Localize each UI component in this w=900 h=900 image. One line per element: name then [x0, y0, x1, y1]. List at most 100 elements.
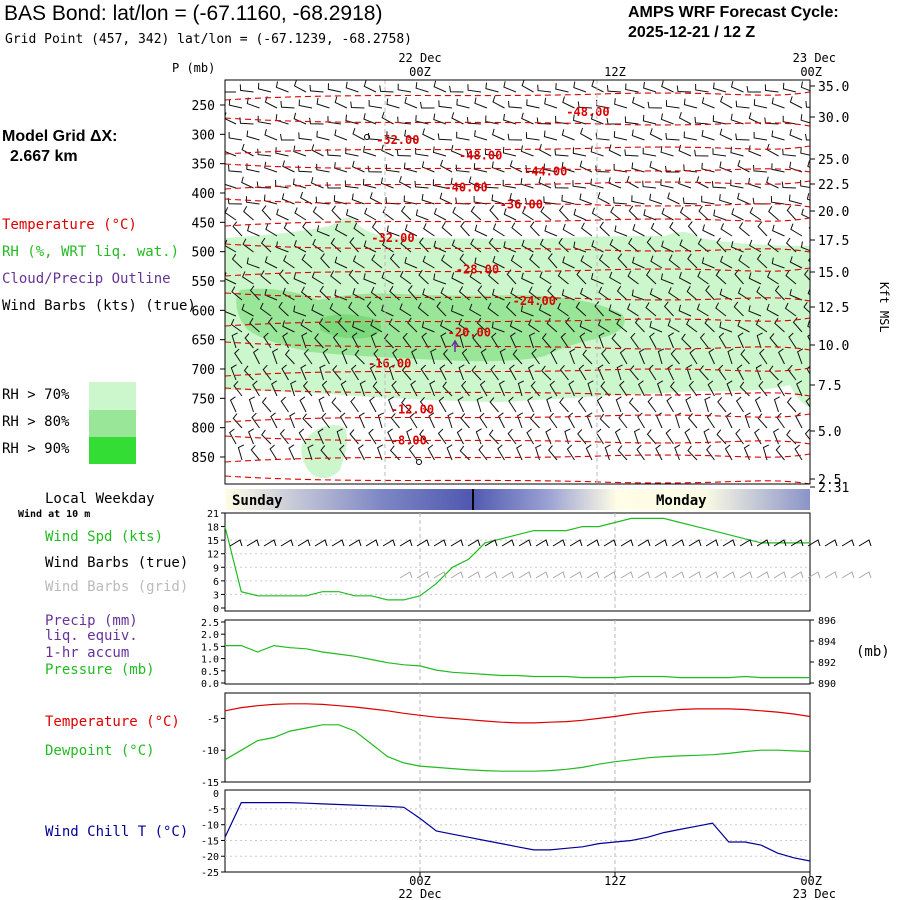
- grid-wind-barb: [705, 571, 719, 579]
- calm-marker: [364, 134, 370, 140]
- legend-precip-equiv: liq. equiv.: [45, 628, 138, 644]
- rh80-area: [236, 288, 625, 362]
- wind-barb: [785, 237, 797, 253]
- wind-barb: [749, 207, 762, 221]
- wind-barb: [572, 147, 587, 157]
- surface-wind-barb: [450, 539, 464, 547]
- wind-barb: [616, 364, 623, 381]
- wind-barb: [509, 160, 523, 173]
- temperature-contour: [225, 267, 810, 277]
- wind-barb: [422, 255, 435, 269]
- grid-wind-barb: [467, 571, 481, 579]
- cloud-precip-outline-mark: [451, 339, 459, 352]
- wind-barb: [432, 179, 447, 189]
- wind-barb: [660, 146, 674, 157]
- grid-wind-barb: [569, 571, 583, 579]
- wind-barb: [598, 286, 610, 301]
- surface-wind-barb: [841, 539, 855, 547]
- wind-barb: [762, 444, 770, 461]
- wind-barb: [636, 444, 645, 461]
- wind-barb: [415, 82, 429, 93]
- wind-barb: [460, 221, 470, 237]
- surface-wind-barb: [858, 539, 872, 547]
- wind-barb: [278, 301, 289, 317]
- wind-barb: [788, 332, 797, 349]
- kft-axis-label: Kft MSL: [877, 282, 891, 333]
- grid-wind-barb: [688, 571, 702, 579]
- wind-barb: [670, 349, 680, 365]
- page-title: BAS Bond: lat/lon = (-67.1160, -68.2918): [4, 2, 383, 25]
- wind-barb: [650, 255, 663, 269]
- wind-barb: [330, 270, 342, 285]
- wind-barb: [660, 273, 674, 285]
- surface-wind-barb: [263, 539, 277, 547]
- y-tick-label: 9: [213, 563, 219, 574]
- wind-barb: [587, 380, 594, 397]
- wind-barb: [719, 255, 733, 269]
- wind-barb: [665, 428, 674, 445]
- wind-barb: [547, 253, 558, 269]
- wind-barb: [786, 205, 797, 221]
- wind-barb: [502, 146, 517, 157]
- wind-barb: [757, 413, 768, 429]
- cycle-title: AMPS WRF Forecast Cycle:: [628, 4, 839, 21]
- wind-barb: [422, 128, 435, 141]
- wind-barb: [526, 428, 534, 445]
- wind-barb: [459, 445, 470, 461]
- wind-barb: [580, 222, 593, 237]
- legend-wind-spd: Wind Spd (kts): [45, 529, 164, 545]
- wind-barb: [307, 444, 314, 461]
- wind-barb: [550, 348, 558, 365]
- wind-barb: [706, 444, 715, 461]
- wind-barb: [351, 193, 365, 205]
- wind-barb: [265, 223, 278, 237]
- temperature-contour-label: -20.00: [448, 325, 491, 339]
- wind-barb: [471, 365, 482, 381]
- wind-barb: [598, 254, 610, 269]
- wind-barb: [473, 195, 488, 205]
- wind-barb: [249, 285, 260, 301]
- wind-barb: [628, 397, 639, 413]
- wind-barb: [753, 99, 768, 109]
- surface-wind-barb: [603, 539, 617, 547]
- wind-barb: [661, 207, 674, 221]
- grid-wind-barb: [841, 571, 855, 579]
- y-tick-label: 896: [818, 616, 836, 627]
- wind-barb: [766, 271, 779, 285]
- top-date-label: 23 Dec: [793, 51, 836, 65]
- wind-barb: [630, 332, 639, 349]
- temperature-contour: [225, 217, 810, 227]
- wind-barb: [543, 163, 558, 173]
- top-hour-label: 00Z: [409, 65, 431, 79]
- wind-barb: [334, 96, 348, 109]
- wind-barb: [332, 365, 342, 381]
- wind-barb: [627, 270, 639, 285]
- wind-barb: [437, 133, 453, 141]
- wind-barb: [404, 224, 418, 237]
- wind-barb: [348, 302, 359, 317]
- wind-barb: [473, 163, 488, 173]
- wind-barb: [363, 240, 377, 253]
- wind-barb: [738, 254, 750, 269]
- wind-barb: [789, 96, 803, 109]
- wind-barb: [758, 380, 768, 397]
- height-tick-label: 7.5: [818, 379, 841, 394]
- legend-wind: Wind Barbs (kts) (true): [2, 298, 196, 314]
- wind-barb: [298, 428, 307, 445]
- wind-barb: [555, 83, 569, 93]
- wind-barb: [649, 128, 663, 141]
- wind-barb: [414, 180, 429, 189]
- wind-barb: [678, 272, 692, 285]
- surface-wind-barb: [705, 539, 719, 547]
- wind-barb: [332, 332, 342, 349]
- wind-barb: [363, 80, 377, 93]
- wind-barb: [257, 148, 272, 157]
- wind-barb: [301, 254, 313, 269]
- wind-barb: [757, 221, 768, 237]
- timeseries-panels: [224, 512, 811, 873]
- wind-barb: [458, 364, 465, 381]
- wind-barb: [497, 444, 505, 461]
- wind-barb: [282, 332, 289, 349]
- wind-barb: [469, 271, 482, 285]
- wind-barb: [688, 380, 698, 397]
